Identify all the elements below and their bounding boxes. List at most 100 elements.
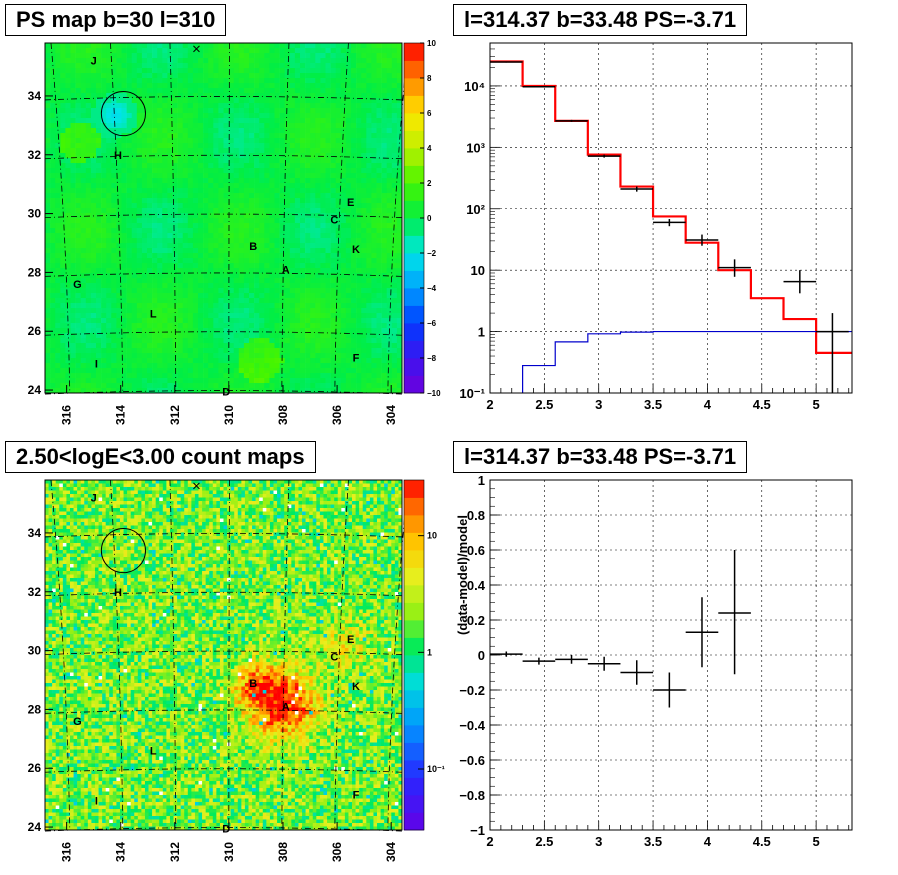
x-tick-label: 306 bbox=[330, 842, 344, 862]
x-tick-label: 3.5 bbox=[644, 397, 662, 412]
x-tick-label: 316 bbox=[60, 405, 74, 425]
y-tick-label: 10² bbox=[466, 202, 485, 217]
colorbar-cell bbox=[404, 620, 424, 638]
y-tick-label: 28 bbox=[28, 702, 42, 716]
colorbar-cell bbox=[404, 306, 424, 324]
colorbar-cell bbox=[404, 376, 424, 394]
x-tick-label: 2 bbox=[486, 834, 493, 849]
source-label: G bbox=[73, 716, 82, 728]
x-tick-label: 4.5 bbox=[753, 397, 771, 412]
colorbar-cell bbox=[404, 550, 424, 568]
x-tick-label: 308 bbox=[276, 405, 290, 425]
y-tick-label: 10⁻¹ bbox=[459, 386, 485, 401]
x-tick-label: 316 bbox=[60, 842, 74, 862]
colorbar-cell bbox=[404, 113, 424, 131]
y-tick-label: 10³ bbox=[466, 140, 485, 155]
source-label: E bbox=[347, 197, 354, 209]
colorbar-tick-label: 6 bbox=[427, 109, 432, 118]
x-tick-label: 3.5 bbox=[644, 834, 662, 849]
colorbar-tick-label: −4 bbox=[427, 284, 437, 293]
source-label: L bbox=[150, 309, 157, 321]
x-tick-label: 5 bbox=[813, 397, 820, 412]
colorbar-cell bbox=[404, 673, 424, 691]
x-tick-label: 2.5 bbox=[535, 834, 553, 849]
colorbar-cell bbox=[404, 778, 424, 796]
colorbar-cell bbox=[404, 271, 424, 289]
colorbar-cell bbox=[404, 358, 424, 376]
colorbar-cell bbox=[404, 690, 424, 708]
source-label: B bbox=[249, 241, 257, 253]
y-tick-label: 10⁴ bbox=[464, 79, 485, 94]
colorbar-cell bbox=[404, 131, 424, 149]
source-label: A bbox=[282, 264, 290, 276]
y-tick-label: −0.6 bbox=[459, 753, 485, 768]
colorbar-cell bbox=[404, 323, 424, 341]
x-tick-label: 2 bbox=[486, 397, 493, 412]
ps-map-panel-cells bbox=[45, 43, 402, 393]
source-label: C bbox=[330, 214, 338, 226]
y-axis-label: (data-model)/model bbox=[455, 515, 470, 635]
source-label: I bbox=[95, 796, 98, 808]
x-tick-label: 310 bbox=[222, 842, 236, 862]
y-tick-label: 1 bbox=[478, 473, 485, 488]
y-tick-label: 30 bbox=[28, 207, 42, 221]
colorbar-tick-label: 8 bbox=[427, 74, 432, 83]
y-tick-label: −0.8 bbox=[459, 788, 485, 803]
x-tick-label: 4 bbox=[704, 834, 712, 849]
x-tick-label: 4.5 bbox=[753, 834, 771, 849]
colorbar-cell bbox=[404, 43, 424, 61]
colorbar-tick-label: −10 bbox=[427, 389, 441, 398]
y-tick-label: 32 bbox=[28, 148, 42, 162]
x-tick-label: 3 bbox=[595, 834, 602, 849]
colorbar-cell bbox=[404, 148, 424, 166]
x-tick-label: 4 bbox=[704, 397, 712, 412]
x-tick-label: 2.5 bbox=[535, 397, 553, 412]
x-tick-label: 304 bbox=[384, 842, 398, 862]
colorbar-cell bbox=[404, 655, 424, 673]
x-tick-label: 312 bbox=[168, 842, 182, 862]
colorbar-tick-label: 0 bbox=[427, 214, 432, 223]
title-count-map: 2.50<logE<3.00 count maps bbox=[5, 441, 316, 473]
source-label: E bbox=[347, 634, 354, 646]
source-label: H bbox=[114, 150, 122, 162]
colorbar-tick-label: 10 bbox=[427, 531, 437, 541]
y-tick-label: 28 bbox=[28, 265, 42, 279]
colorbar-tick-label: 1 bbox=[427, 647, 432, 657]
count-map-panel-cells bbox=[45, 480, 402, 830]
colorbar-cell bbox=[404, 236, 424, 254]
source-label: F bbox=[353, 353, 360, 365]
x-tick-label: 314 bbox=[114, 842, 128, 862]
title-residual: l=314.37 b=33.48 PS=-3.71 bbox=[453, 441, 747, 473]
source-label: F bbox=[353, 790, 360, 802]
colorbar-tick-label: 10 bbox=[427, 39, 436, 48]
source-label: C bbox=[330, 651, 338, 663]
source-label: K bbox=[352, 681, 360, 693]
source-label: A bbox=[282, 701, 290, 713]
colorbar-cell bbox=[404, 515, 424, 533]
colorbar-cell bbox=[404, 218, 424, 236]
colorbar-cell bbox=[404, 813, 424, 831]
colorbar-cell bbox=[404, 743, 424, 761]
colorbar-cell bbox=[404, 480, 424, 498]
colorbar-cell bbox=[404, 568, 424, 586]
y-tick-label: 34 bbox=[28, 526, 42, 540]
source-label: B bbox=[249, 678, 257, 690]
colorbar-cell bbox=[404, 78, 424, 96]
source-label: J bbox=[91, 493, 97, 505]
colorbar-tick-label: −6 bbox=[427, 319, 437, 328]
y-tick-label: 24 bbox=[28, 820, 42, 834]
y-tick-label: 32 bbox=[28, 585, 42, 599]
colorbar-cell bbox=[404, 183, 424, 201]
x-tick-label: 310 bbox=[222, 405, 236, 425]
y-tick-label: 10 bbox=[471, 263, 485, 278]
colorbar-cell bbox=[404, 795, 424, 813]
source-label: G bbox=[73, 279, 82, 291]
colorbar-cell bbox=[404, 498, 424, 516]
y-tick-label: −1 bbox=[470, 823, 485, 838]
y-tick-label: 0 bbox=[478, 648, 485, 663]
colorbar-tick-label: 4 bbox=[427, 144, 432, 153]
colorbar-cell bbox=[404, 585, 424, 603]
